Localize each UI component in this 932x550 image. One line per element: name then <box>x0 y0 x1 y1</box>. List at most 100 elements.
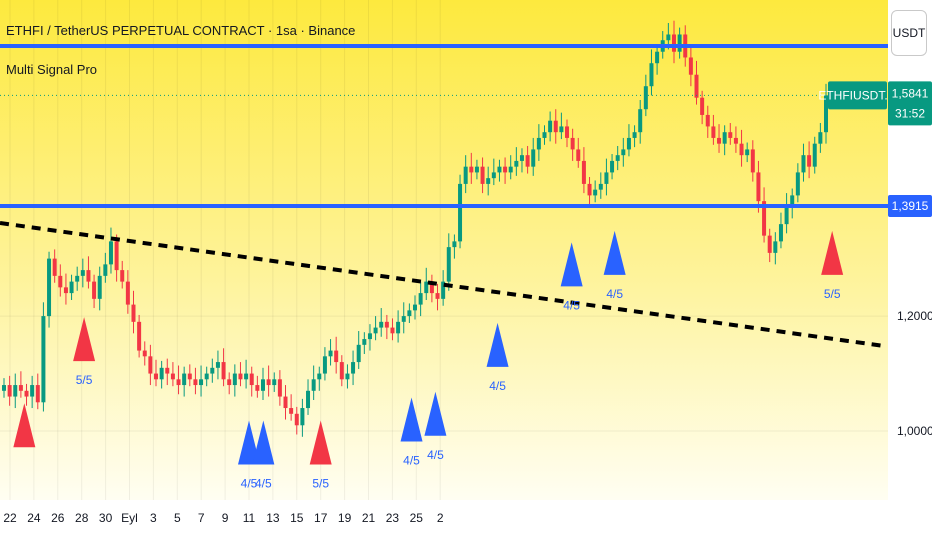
candle-body <box>390 327 395 334</box>
candle-body <box>244 373 249 380</box>
candle-body <box>221 362 226 380</box>
candle-body <box>92 281 97 299</box>
candle-body <box>756 172 761 202</box>
x-tick-label: 13 <box>266 511 280 525</box>
level-price-tag <box>888 195 932 218</box>
candle-body <box>362 339 367 345</box>
candle-body <box>491 172 496 179</box>
candle-body <box>35 385 40 403</box>
candle-body <box>97 275 102 299</box>
symbol-tag <box>828 81 887 110</box>
candle-body <box>142 350 147 357</box>
bear-signal-arrow <box>13 403 36 448</box>
candle-body <box>86 270 91 282</box>
candle-body <box>767 235 772 253</box>
candle-body <box>7 385 12 397</box>
indicator-name[interactable]: Multi Signal Pro <box>6 62 98 77</box>
plot-background <box>0 0 888 500</box>
currency-unit-button[interactable]: USDT <box>891 10 927 56</box>
candle-body <box>170 373 175 380</box>
candle-body <box>227 379 232 386</box>
candle-body <box>638 109 643 133</box>
candle-body <box>396 321 401 334</box>
x-tick-label: 7 <box>198 511 205 525</box>
level-price-label: 1,3915 <box>892 199 929 213</box>
candle-body <box>739 143 744 156</box>
candle-body <box>182 373 187 386</box>
candle-body <box>339 362 344 380</box>
candle-body <box>18 385 23 391</box>
candle-body <box>784 206 789 225</box>
candle-body <box>576 149 581 161</box>
candle-body <box>176 379 181 386</box>
candle-body <box>232 373 237 386</box>
candle-body <box>610 160 615 173</box>
candle-body <box>407 310 412 317</box>
candle-body <box>570 137 575 150</box>
candle-body <box>30 385 35 397</box>
candle-body <box>677 34 682 52</box>
x-tick-label: 30 <box>99 511 113 525</box>
candle-body <box>289 408 294 414</box>
candles <box>2 20 828 437</box>
candle-body <box>24 390 29 397</box>
candle-body <box>717 137 722 144</box>
candle-body <box>215 362 220 368</box>
signal-score-label: 4/5 <box>427 448 444 462</box>
signals: 5/54/54/5 5/54/5 4/54/54/54/5 5/5 <box>13 230 844 491</box>
candle-body <box>351 362 356 374</box>
candle-body <box>463 166 468 184</box>
x-tick-label: 3 <box>150 511 157 525</box>
overlay-lines <box>0 43 888 348</box>
candle-body <box>542 132 547 138</box>
candle-body <box>525 155 530 167</box>
x-tick-label: 15 <box>290 511 304 525</box>
candle-body <box>536 137 541 150</box>
candle-body <box>503 166 508 173</box>
candle-body <box>762 201 767 236</box>
candle-body <box>187 373 192 380</box>
candle-body <box>277 379 282 397</box>
candle-body <box>165 367 170 374</box>
x-tick-label: 9 <box>222 511 229 525</box>
candle-body <box>300 408 305 426</box>
x-tick-label: 19 <box>338 511 352 525</box>
x-tick-label: 23 <box>386 511 400 525</box>
candle-body <box>435 293 440 299</box>
candle-body <box>204 373 209 380</box>
x-tick-label: 26 <box>51 511 65 525</box>
candle-body <box>334 350 339 363</box>
candle-body <box>120 270 125 282</box>
candle-body <box>581 160 586 184</box>
candle-body <box>559 126 564 133</box>
signal-score-label: 4/5 <box>489 379 506 393</box>
bull-signal-arrow <box>400 397 423 442</box>
candle-body <box>598 183 603 190</box>
candle-body <box>705 114 710 127</box>
candle-body <box>553 120 558 133</box>
signal-score-label: 4/5 <box>403 454 420 468</box>
symbol-tag-label: ETHFIUSDT.P <box>818 88 895 102</box>
candle-body <box>137 321 142 351</box>
candle-body <box>643 86 648 110</box>
candle-body <box>486 178 491 184</box>
candle-body <box>356 344 361 363</box>
candle-body <box>379 321 384 328</box>
candle-body <box>373 327 378 334</box>
signal-score-label: 4/5 <box>255 477 272 491</box>
bull-signal-arrow <box>560 242 583 287</box>
candle-body <box>452 241 457 248</box>
candle-body <box>621 149 626 156</box>
x-tick-label: 11 <box>243 511 256 525</box>
candle-body <box>63 287 68 294</box>
axes: 22 24 26 28 30 Eyl 3 5 7 9 11 13 15 17 19 21 23 25 2 1,0000… <box>3 81 932 525</box>
bear-signal-arrow <box>73 317 96 362</box>
x-tick-label: 2 <box>437 511 444 525</box>
candle-body <box>424 281 429 294</box>
candle-body <box>565 126 570 138</box>
candle-body <box>13 385 18 397</box>
candle-body <box>199 379 204 386</box>
candle-body <box>795 172 800 196</box>
